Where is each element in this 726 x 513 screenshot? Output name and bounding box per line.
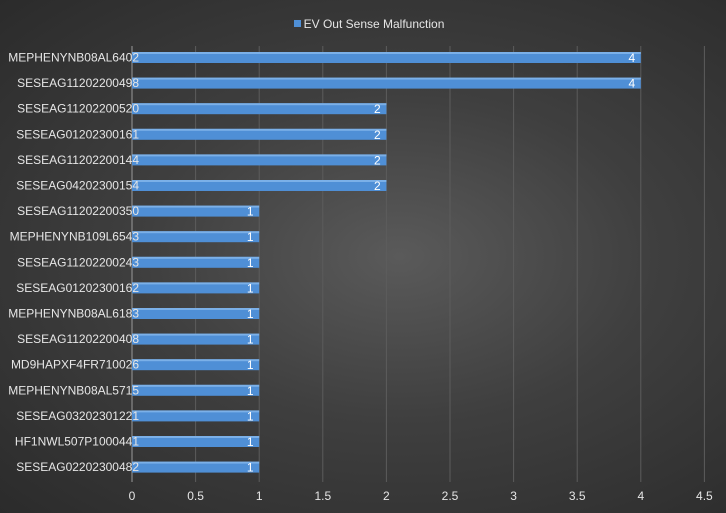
x-tick-label: 4.5	[696, 489, 713, 503]
data-label: 1	[247, 205, 254, 219]
data-label: 2	[374, 153, 381, 167]
bar[interactable]	[132, 282, 260, 294]
x-tick-label: 2.5	[442, 489, 459, 503]
bar[interactable]	[132, 205, 260, 217]
category-label: HF1NWL507P1000441	[15, 435, 139, 449]
bar-highlight	[132, 52, 641, 54]
data-label: 2	[374, 128, 381, 142]
bar-highlight	[132, 256, 260, 259]
bar[interactable]	[132, 103, 387, 115]
bar[interactable]	[132, 308, 260, 319]
bar[interactable]	[132, 436, 260, 447]
legend-label: EV Out Sense Malfunction	[303, 17, 445, 31]
x-tick-label: 4	[637, 489, 644, 503]
bar[interactable]	[132, 359, 260, 371]
category-label: SESEAG04202300154	[16, 179, 139, 193]
bar-highlight	[132, 410, 260, 413]
data-label: 1	[247, 256, 254, 270]
x-tick-label: 0	[129, 489, 136, 503]
bar[interactable]	[132, 52, 641, 63]
bar[interactable]	[132, 256, 260, 268]
bar-highlight	[132, 359, 260, 362]
data-labels: 4 4 2 2 2 2 1 1 1 1 1 1 1 1 1 1 1	[247, 51, 636, 475]
category-label: MEPHENYNB08AL5715	[8, 383, 139, 397]
bar[interactable]	[132, 154, 387, 166]
category-label: MEPHENYNB08AL6402	[8, 51, 139, 65]
category-label: MEPHENYNB08AL6183	[8, 307, 139, 321]
data-label: 1	[247, 435, 254, 449]
data-label: 1	[247, 358, 254, 372]
bar[interactable]	[132, 384, 260, 396]
category-label: SESEAG11202200408	[17, 332, 139, 346]
bar-highlight	[132, 384, 260, 387]
data-label: 4	[628, 77, 635, 91]
category-label: SESEAG02202300482	[16, 460, 139, 474]
bar-highlight	[132, 180, 387, 182]
bar-highlight	[132, 128, 387, 131]
bar-highlight	[132, 436, 260, 438]
data-label: 4	[628, 51, 635, 65]
bar-highlight	[132, 154, 387, 157]
category-label: SESEAG11202200144	[17, 153, 139, 167]
bar[interactable]	[132, 461, 260, 473]
data-label: 2	[374, 102, 381, 116]
bars	[132, 52, 641, 473]
category-label: SESEAG01202300162	[16, 281, 139, 295]
category-label: SESEAG11202200520	[17, 102, 139, 116]
category-labels: MEPHENYNB08AL6402 SESEAG11202200498 SESEAG…	[8, 51, 139, 475]
data-label: 1	[247, 333, 254, 347]
bar-highlight	[132, 103, 387, 106]
data-label: 1	[247, 409, 254, 423]
bar-highlight	[132, 77, 641, 80]
x-tick-labels: 0 0.5 1 1.5 2 2.5 3 3.5 4 4.5	[129, 489, 713, 503]
bar-highlight	[132, 333, 260, 336]
bar[interactable]	[132, 180, 387, 191]
bar[interactable]	[132, 128, 387, 140]
category-label: SESEAG03202301221	[16, 409, 139, 423]
bar-highlight	[132, 205, 260, 208]
data-label: 2	[374, 179, 381, 193]
data-label: 1	[247, 281, 254, 295]
bar[interactable]	[132, 333, 260, 345]
category-label: MEPHENYNB109L6543	[10, 230, 140, 244]
bar[interactable]	[132, 231, 260, 243]
bar[interactable]	[132, 410, 260, 422]
x-tick-label: 3	[510, 489, 517, 503]
category-label: SESEAG11202200498	[17, 76, 139, 90]
chart-legend: EV Out Sense Malfunction	[0, 17, 726, 31]
bar-highlight	[132, 231, 260, 234]
x-tick-label: 0.5	[187, 489, 204, 503]
category-label: SESEAG11202200243	[17, 255, 139, 269]
category-label: SESEAG01202300161	[16, 127, 139, 141]
x-tick-label: 3.5	[569, 489, 586, 503]
bar-highlight	[132, 282, 260, 285]
x-tick-label: 1	[256, 489, 263, 503]
data-label: 1	[247, 307, 254, 321]
bar-highlight	[132, 461, 260, 464]
data-label: 1	[247, 384, 254, 398]
bar[interactable]	[132, 77, 641, 89]
legend-swatch	[293, 20, 301, 27]
data-label: 1	[247, 461, 254, 475]
category-label: MD9HAPXF4FR710026	[11, 358, 139, 372]
bar-highlight	[132, 308, 260, 310]
x-tick-label: 1.5	[314, 489, 331, 503]
x-tick-label: 2	[383, 489, 390, 503]
data-label: 1	[247, 230, 254, 244]
category-label: SESEAG11202200350	[17, 204, 139, 218]
